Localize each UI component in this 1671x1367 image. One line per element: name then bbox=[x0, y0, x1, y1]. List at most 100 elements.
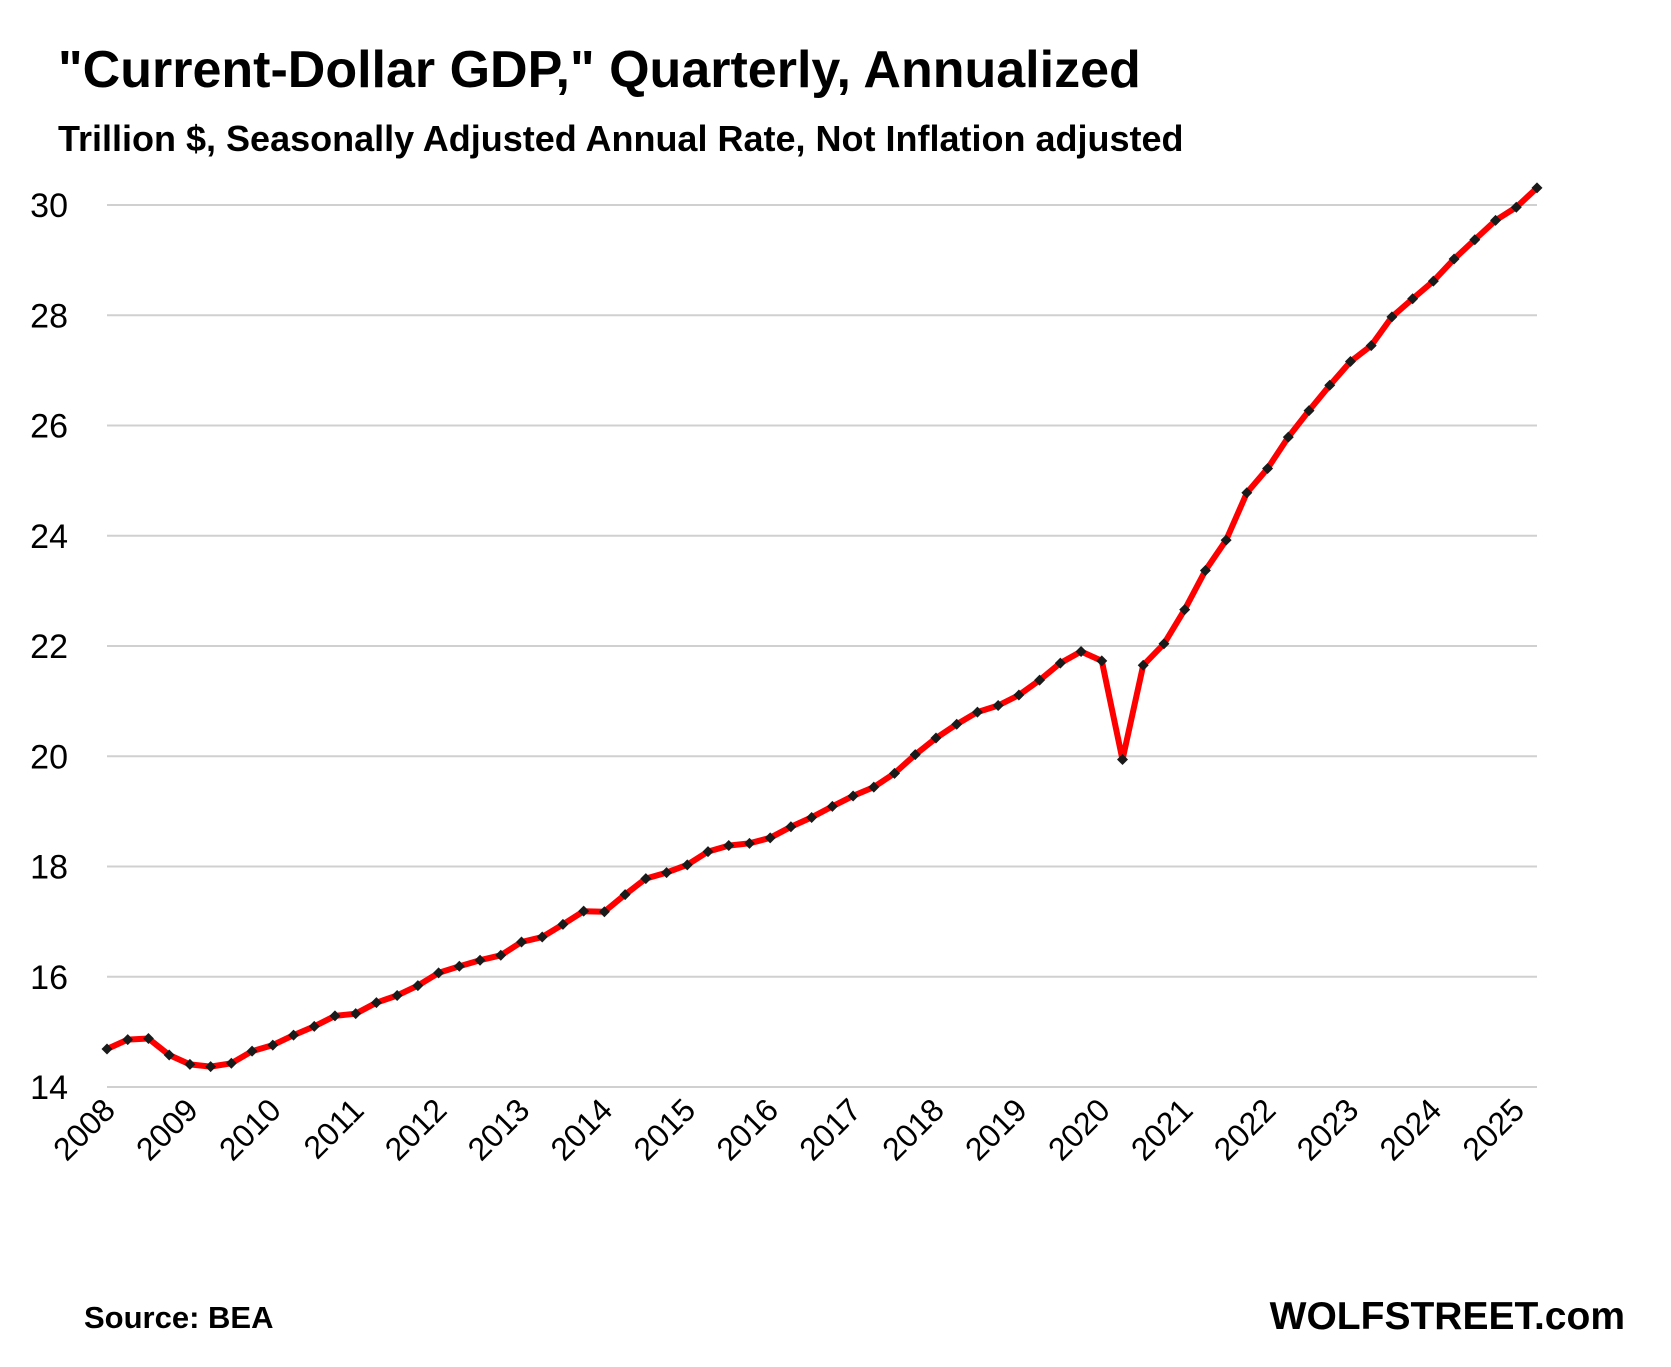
data-point-marker bbox=[1303, 405, 1315, 417]
data-point-marker bbox=[433, 967, 445, 979]
plot-area bbox=[101, 182, 1543, 1073]
x-tick-label: 2019 bbox=[958, 1091, 1034, 1167]
y-tick-label: 24 bbox=[30, 518, 68, 556]
x-tick-label: 2009 bbox=[129, 1091, 205, 1167]
x-tick-label: 2011 bbox=[297, 1091, 371, 1165]
data-point-marker bbox=[536, 931, 548, 943]
data-point-marker bbox=[350, 1008, 362, 1020]
data-point-marker bbox=[1117, 754, 1129, 766]
x-tick-label: 2023 bbox=[1290, 1091, 1366, 1167]
x-tick-label: 2014 bbox=[544, 1091, 620, 1167]
data-point-marker bbox=[122, 1034, 134, 1046]
data-point-marker bbox=[1324, 379, 1336, 391]
data-point-marker bbox=[1282, 431, 1294, 443]
data-point-marker bbox=[785, 821, 797, 833]
data-point-marker bbox=[163, 1049, 175, 1061]
data-point-marker bbox=[142, 1032, 154, 1044]
data-point-marker bbox=[391, 989, 403, 1001]
data-point-marker bbox=[764, 832, 776, 844]
x-tick-label: 2015 bbox=[626, 1091, 702, 1167]
y-tick-label: 26 bbox=[30, 408, 68, 446]
data-point-marker bbox=[1158, 638, 1170, 650]
data-point-marker bbox=[847, 790, 859, 802]
y-tick-label: 22 bbox=[30, 628, 68, 666]
y-tick-label: 28 bbox=[30, 297, 68, 335]
gridlines bbox=[107, 204, 1537, 1088]
data-point-marker bbox=[909, 749, 921, 761]
x-tick-label: 2016 bbox=[709, 1091, 785, 1167]
data-point-marker bbox=[806, 811, 818, 823]
chart-subtitle: Trillion $, Seasonally Adjusted Annual R… bbox=[58, 118, 1184, 159]
data-point-marker bbox=[1054, 657, 1066, 669]
x-tick-label: 2010 bbox=[212, 1091, 288, 1167]
data-point-marker bbox=[743, 837, 755, 849]
data-point-marker bbox=[681, 859, 693, 871]
y-tick-label: 18 bbox=[30, 849, 68, 887]
y-axis-ticks: 14 16 18 20 22 24 26 28 30 bbox=[30, 187, 68, 1107]
gdp-series-line bbox=[105, 185, 1540, 1070]
data-point-marker bbox=[474, 954, 486, 966]
data-point-marker bbox=[515, 936, 527, 948]
data-point-marker bbox=[1427, 275, 1439, 287]
data-point-marker bbox=[1344, 356, 1356, 368]
data-point-marker bbox=[1034, 674, 1046, 686]
y-tick-label: 14 bbox=[30, 1069, 68, 1107]
data-point-marker bbox=[1262, 462, 1274, 474]
data-point-marker bbox=[640, 873, 652, 885]
x-tick-label: 2018 bbox=[875, 1091, 951, 1167]
data-point-marker bbox=[1510, 201, 1522, 213]
x-tick-label: 2017 bbox=[792, 1091, 868, 1167]
data-point-marker bbox=[1365, 340, 1377, 352]
data-point-marker bbox=[1013, 689, 1025, 701]
source-label: Source: BEA bbox=[84, 1300, 274, 1335]
data-point-marker bbox=[184, 1058, 196, 1070]
data-point-marker bbox=[826, 800, 838, 812]
x-tick-label: 2020 bbox=[1041, 1091, 1117, 1167]
y-tick-label: 16 bbox=[30, 959, 68, 997]
data-point-marker bbox=[619, 889, 631, 901]
x-tick-label: 2024 bbox=[1373, 1091, 1449, 1167]
chart-title: "Current-Dollar GDP," Quarterly, Annuali… bbox=[58, 41, 1141, 99]
data-point-marker bbox=[1407, 293, 1419, 305]
x-axis-ticks: 2008 2009 2010 2011 2012 2013 2014 2015 2016 2017… bbox=[46, 1091, 1531, 1167]
data-point-marker bbox=[889, 767, 901, 779]
data-point-marker bbox=[1179, 604, 1191, 616]
data-point-marker bbox=[1386, 311, 1398, 323]
x-tick-label: 2013 bbox=[461, 1091, 537, 1167]
data-point-marker bbox=[557, 918, 569, 930]
data-point-marker bbox=[661, 867, 673, 879]
data-point-marker bbox=[225, 1057, 237, 1069]
x-tick-label: 2022 bbox=[1207, 1091, 1283, 1167]
data-point-marker bbox=[267, 1039, 279, 1051]
data-point-marker bbox=[951, 718, 963, 730]
data-point-marker bbox=[1490, 214, 1502, 226]
data-point-marker bbox=[1075, 646, 1087, 658]
x-tick-label: 2012 bbox=[378, 1091, 454, 1167]
y-tick-label: 30 bbox=[30, 187, 68, 225]
data-point-marker bbox=[453, 960, 465, 972]
data-point-marker bbox=[1448, 253, 1460, 265]
data-point-marker bbox=[308, 1020, 320, 1032]
y-tick-label: 20 bbox=[30, 738, 68, 776]
data-point-marker bbox=[1199, 564, 1211, 576]
data-point-marker bbox=[370, 997, 382, 1009]
x-tick-label: 2025 bbox=[1455, 1091, 1531, 1167]
data-point-marker bbox=[723, 840, 735, 852]
data-point-marker bbox=[702, 846, 714, 858]
data-point-marker bbox=[1137, 659, 1149, 671]
data-point-marker bbox=[1220, 534, 1232, 546]
data-point-marker bbox=[246, 1045, 258, 1057]
x-tick-label: 2021 bbox=[1124, 1091, 1200, 1167]
data-point-marker bbox=[598, 906, 610, 918]
data-point-marker bbox=[288, 1029, 300, 1041]
data-point-marker bbox=[329, 1010, 341, 1022]
data-point-marker bbox=[1241, 487, 1253, 499]
data-point-marker bbox=[578, 905, 590, 917]
data-point-marker bbox=[930, 732, 942, 744]
data-point-marker bbox=[101, 1043, 113, 1055]
data-point-marker bbox=[1096, 655, 1108, 667]
data-point-marker bbox=[205, 1061, 217, 1073]
brand-label: WOLFSTREET.com bbox=[1269, 1295, 1625, 1338]
data-point-marker bbox=[412, 980, 424, 992]
